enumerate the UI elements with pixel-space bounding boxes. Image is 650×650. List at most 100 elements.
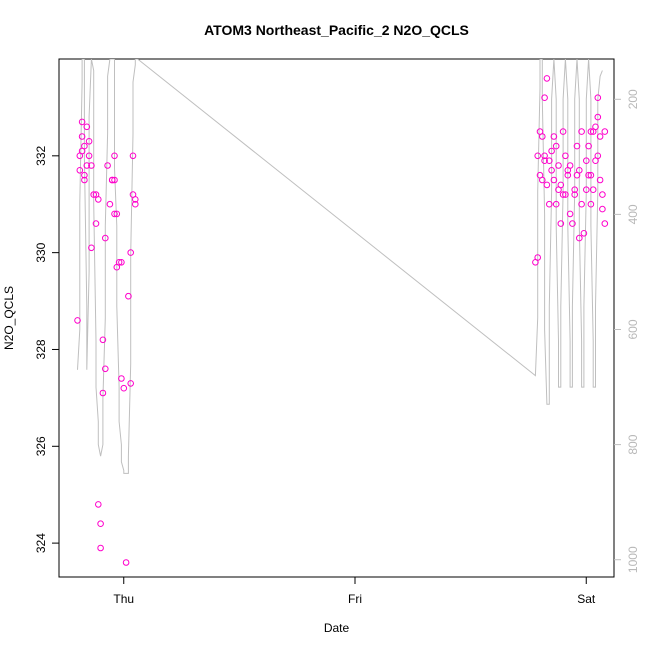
- data-point: [559, 191, 567, 198]
- data-point: [564, 171, 572, 179]
- data-point: [127, 249, 134, 256]
- data-point: [546, 157, 553, 164]
- data-point: [541, 152, 548, 160]
- data-point: [583, 157, 590, 164]
- data-point: [601, 128, 609, 135]
- data-point: [592, 123, 599, 131]
- data-point: [115, 259, 123, 266]
- data-point: [120, 384, 128, 392]
- n2o-point-series: [74, 75, 609, 566]
- data-point: [85, 152, 93, 160]
- data-point: [78, 118, 86, 126]
- data-point: [573, 142, 581, 150]
- chart-title: ATOM3 Northeast_Pacific_2 N2O_QCLS: [204, 22, 469, 38]
- data-point: [534, 254, 542, 261]
- data-point: [104, 162, 111, 169]
- data-point: [85, 138, 93, 145]
- x-axis: Thu Fri Sat: [113, 577, 596, 606]
- data-point: [587, 171, 595, 179]
- data-point: [122, 559, 130, 566]
- data-point: [543, 75, 551, 82]
- data-point: [587, 200, 595, 208]
- data-point: [596, 133, 604, 140]
- data-point: [552, 200, 560, 208]
- data-point: [576, 234, 583, 242]
- data-point: [81, 176, 88, 184]
- data-point: [108, 176, 116, 184]
- data-point: [129, 152, 137, 160]
- data-point: [550, 176, 558, 184]
- data-point: [569, 220, 576, 227]
- data-point: [99, 336, 107, 344]
- y-tick-label: 324: [34, 533, 48, 553]
- data-point: [543, 181, 551, 189]
- y-axis-label: N2O_QCLS: [2, 286, 16, 350]
- data-point: [76, 167, 84, 174]
- data-point: [562, 152, 569, 160]
- y-right-tick-label: 600: [626, 319, 640, 339]
- data-point: [92, 220, 100, 227]
- data-point: [550, 133, 558, 140]
- data-point: [552, 142, 560, 150]
- data-point: [587, 128, 595, 135]
- data-point: [559, 128, 567, 135]
- data-point: [132, 196, 139, 203]
- y-tick-label: 328: [34, 339, 48, 359]
- x-tick-label: Thu: [113, 592, 134, 606]
- data-point: [111, 176, 118, 184]
- data-point: [118, 259, 125, 266]
- data-point: [594, 113, 602, 121]
- x-tick-label: Fri: [348, 592, 362, 606]
- data-point: [539, 176, 546, 184]
- data-point: [555, 162, 562, 169]
- data-point: [599, 205, 606, 213]
- data-point: [81, 142, 88, 150]
- data-point: [534, 152, 542, 160]
- data-point: [594, 94, 602, 101]
- data-point: [113, 210, 121, 218]
- altitude-line-series: [77, 59, 603, 474]
- data-point: [102, 365, 109, 373]
- y-right-tick-label: 800: [626, 434, 640, 454]
- altitude-line: [77, 59, 603, 474]
- data-point: [580, 230, 588, 237]
- data-point: [578, 128, 585, 135]
- data-point: [97, 520, 104, 528]
- data-point: [562, 191, 569, 198]
- data-point: [102, 234, 109, 242]
- data-point: [566, 210, 574, 218]
- data-point: [111, 152, 118, 160]
- data-point: [125, 292, 132, 300]
- data-point: [571, 191, 579, 198]
- data-point: [95, 196, 102, 203]
- y-right-tick-label: 200: [626, 89, 640, 109]
- data-point: [585, 171, 592, 179]
- data-point: [83, 162, 91, 169]
- data-point: [557, 181, 565, 189]
- data-point: [548, 167, 555, 174]
- data-point: [541, 157, 548, 164]
- data-point: [78, 133, 86, 140]
- data-point: [571, 186, 579, 193]
- data-point: [106, 200, 114, 208]
- data-point: [127, 380, 134, 387]
- data-point: [585, 142, 592, 150]
- data-point: [541, 94, 548, 101]
- data-point: [90, 191, 97, 198]
- data-point: [81, 171, 88, 179]
- x-axis-label: Date: [324, 621, 350, 635]
- data-point: [576, 167, 583, 174]
- y-right-tick-label: 400: [626, 204, 640, 224]
- y-tick-label: 332: [34, 145, 48, 165]
- y-tick-label: 330: [34, 242, 48, 262]
- y-axis-right: 200 400 600 800 1000: [614, 89, 640, 573]
- data-point: [97, 544, 104, 552]
- data-point: [548, 147, 555, 155]
- data-point: [546, 200, 553, 208]
- data-point: [83, 123, 91, 131]
- data-point: [601, 220, 609, 227]
- data-point: [111, 210, 118, 218]
- y-tick-label: 326: [34, 436, 48, 456]
- data-point: [599, 191, 606, 198]
- data-point: [95, 501, 102, 508]
